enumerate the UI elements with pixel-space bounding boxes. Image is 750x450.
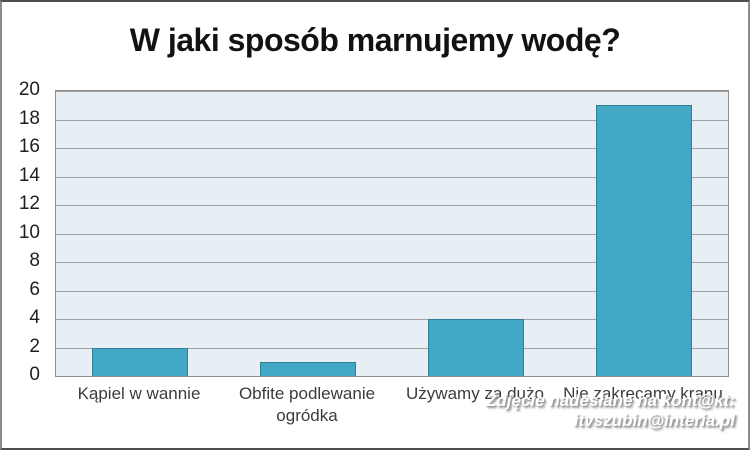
chart-title: W jaki sposób marnujemy wodę? [129,22,621,58]
y-tick-label: 0 [29,364,40,385]
gridline [56,176,728,178]
plot-area [55,90,729,377]
gridline [56,148,728,149]
y-tick-label: 2 [29,335,40,357]
watermark: Zdjęcie nadesłane na kont@kt: itvszubin@… [486,391,735,430]
y-tick-label: 4 [29,307,40,328]
y-tick-label: 16 [18,136,40,157]
y-tick-label: 18 [18,107,40,129]
gridline [56,205,728,206]
watermark-line-1: Zdjęcie nadesłane na kont@kt: [486,391,735,410]
y-tick-label: 12 [18,193,40,214]
x-category-label: Obfite podlewanie ogródka [238,384,376,425]
gridline [56,347,728,349]
gridline [56,262,728,263]
bar-1 [92,347,188,376]
y-tick-label: 20 [18,79,40,100]
bar-2 [260,361,356,376]
y-tick-label: 8 [29,250,40,271]
bar-4 [596,105,692,376]
x-category-label: Używamy za dużo [406,384,544,403]
gridline [56,290,728,292]
y-tick-label: 10 [18,221,40,243]
gridline [56,91,728,92]
gridline [56,119,728,121]
y-tick-label: 6 [29,278,40,300]
bar-3 [428,319,524,376]
gridline [56,319,728,320]
gridline [56,233,728,235]
watermark-line-2: itvszubin@interia.pl [573,410,735,430]
x-category-label: Kąpiel w wannie [77,384,201,403]
x-category-label: Nie zakręcamy kranu [563,384,723,403]
y-tick-label: 14 [18,164,40,186]
